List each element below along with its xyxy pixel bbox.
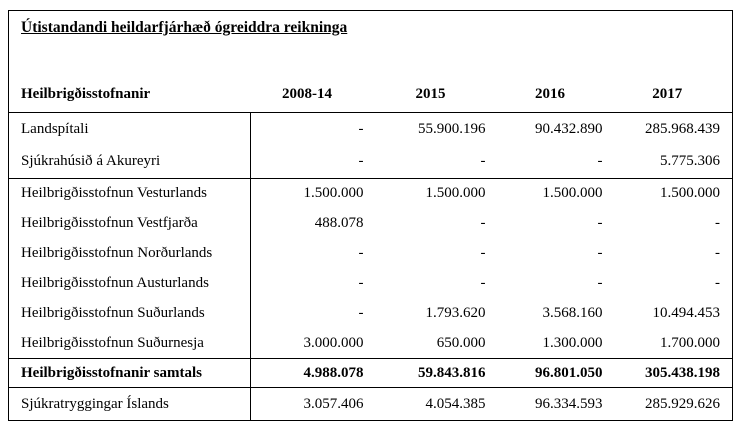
cell-value: 1.500.000: [303, 185, 364, 202]
total-cell-value: 305.438.198: [614, 358, 733, 388]
row-label: Heilbrigðisstofnun Norðurlands: [8, 238, 251, 269]
table-row-sudurlands: Heilbrigðisstofnun Suðurlands - 1.793.62…: [8, 298, 733, 329]
total-cell-value: 59.843.816: [375, 358, 498, 388]
table-row-nordurlands: Heilbrigðisstofnun Norðurlands - - - -: [8, 238, 733, 269]
cell-value: 1.500.000: [660, 185, 721, 202]
cell-value: -: [715, 275, 721, 291]
row-label: Sjúkrahúsið á Akureyri: [8, 145, 251, 179]
cell-value: -: [597, 275, 603, 291]
header-row: Heilbrigðisstofnanir 2008-14 2015 2016 2…: [8, 59, 733, 113]
table-row-vestfjarda: Heilbrigðisstofnun Vestfjarða 488.078 - …: [8, 208, 733, 239]
row-label: Heilbrigðisstofnun Suðurlands: [8, 298, 251, 329]
cell-value: 96.334.593: [535, 395, 603, 412]
table-row-landspitali: Landspítali - 55.900.196 90.432.890 285.…: [8, 112, 733, 146]
table-row-vesturlands: Heilbrigðisstofnun Vesturlands 1.500.000…: [8, 178, 733, 209]
row-label: Heilbrigðisstofnun Suðurnesja: [8, 328, 251, 359]
column-header-2008-14: 2008-14: [250, 59, 376, 113]
cell-value: -: [358, 275, 364, 291]
total-row-label: Heilbrigðisstofnanir samtals: [8, 358, 251, 388]
cell-value: -: [497, 145, 615, 179]
table-row-sudurnesja: Heilbrigðisstofnun Suðurnesja 3.000.000 …: [8, 328, 733, 359]
cell-value: 1.300.000: [497, 328, 615, 359]
row-label: Sjúkratryggingar Íslands: [8, 387, 251, 421]
title-row: Útistandandi heildarfjárhæð ógreiddra re…: [9, 11, 733, 60]
row-label: Heilbrigðisstofnun Austurlands: [8, 268, 251, 299]
cell-value: -: [715, 215, 721, 231]
column-header-institutions: Heilbrigðisstofnanir: [8, 59, 251, 113]
total-cell-value: 4.988.078: [250, 358, 376, 388]
cell-value: -: [480, 275, 486, 291]
column-header-2015: 2015: [375, 59, 498, 113]
table-title: Útistandandi heildarfjárhæð ógreiddra re…: [21, 19, 348, 36]
column-header-2016: 2016: [497, 59, 615, 113]
table-row-akureyri: Sjúkrahúsið á Akureyri - - - 5.775.306: [8, 145, 733, 179]
row-label: Heilbrigðisstofnun Vesturlands: [8, 178, 251, 209]
column-header-2017: 2017: [614, 59, 733, 113]
outstanding-invoices-table: Útistandandi heildarfjárhæð ógreiddra re…: [8, 10, 734, 421]
table-row-austurlands: Heilbrigðisstofnun Austurlands - - - -: [8, 268, 733, 299]
cell-value: -: [375, 145, 498, 179]
total-row: Heilbrigðisstofnanir samtals 4.988.078 5…: [8, 358, 733, 388]
cell-value: 488.078: [314, 215, 364, 231]
row-label: Heilbrigðisstofnun Vestfjarða: [8, 208, 251, 239]
cell-value: -: [250, 145, 376, 179]
row-label: Landspítali: [8, 112, 251, 146]
cell-value: 1.500.000: [425, 185, 486, 202]
total-cell-value: 96.801.050: [497, 358, 615, 388]
cell-value: 1.700.000: [614, 328, 733, 359]
footer-row-sjukratryggingar: Sjúkratryggingar Íslands 3.057.406 4.054…: [8, 387, 733, 421]
cell-value: 1.793.620: [425, 305, 486, 321]
cell-value: -: [358, 305, 364, 321]
cell-value: 3.057.406: [303, 395, 364, 412]
cell-value: 5.775.306: [614, 145, 733, 179]
cell-value: -: [358, 245, 364, 261]
cell-value: 650.000: [375, 328, 498, 359]
cell-value: 10.494.453: [652, 305, 721, 321]
cell-value: 55.900.196: [418, 120, 486, 137]
cell-value: 3.568.160: [542, 305, 603, 321]
cell-value: 285.929.626: [645, 395, 721, 412]
cell-value: -: [358, 120, 364, 137]
title-cell: Útistandandi heildarfjárhæð ógreiddra re…: [9, 11, 733, 60]
cell-value: -: [715, 245, 721, 261]
cell-value: 3.000.000: [250, 328, 376, 359]
cell-value: 90.432.890: [535, 120, 603, 137]
cell-value: -: [480, 215, 486, 231]
cell-value: 1.500.000: [542, 185, 603, 202]
cell-value: -: [597, 215, 603, 231]
cell-value: -: [480, 245, 486, 261]
cell-value: 4.054.385: [425, 395, 486, 412]
cell-value: -: [597, 245, 603, 261]
cell-value: 285.968.439: [645, 120, 721, 137]
